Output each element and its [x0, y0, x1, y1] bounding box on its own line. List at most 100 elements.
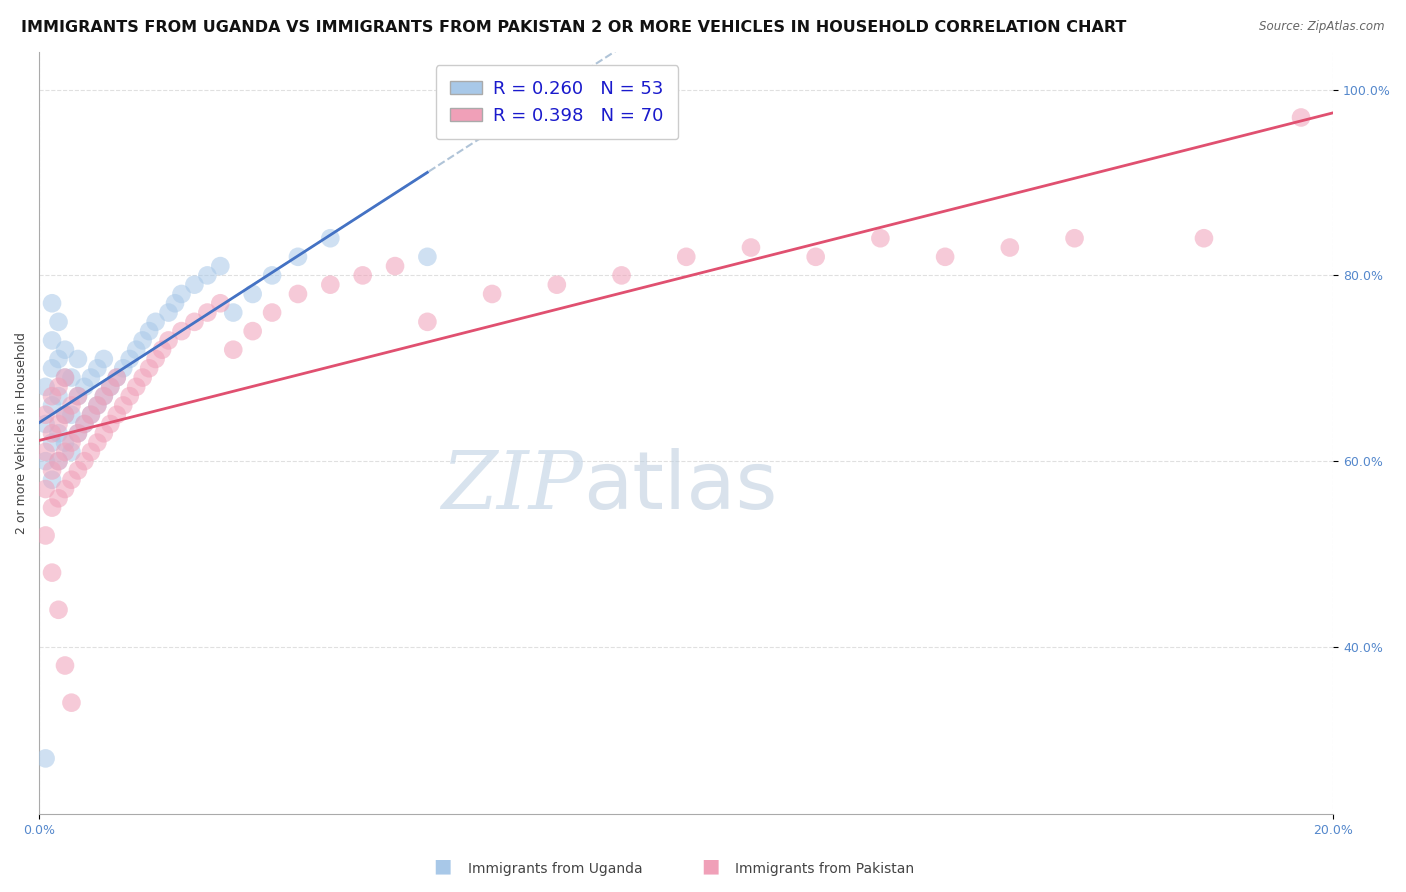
Point: [34, 454, 56, 468]
Point: [675, 250, 697, 264]
Point: [287, 287, 309, 301]
Point: [53, 343, 76, 357]
Point: [86, 399, 108, 413]
Point: [41, 463, 63, 477]
Point: [222, 305, 245, 319]
Point: [183, 315, 205, 329]
Point: [48, 380, 70, 394]
Point: [53, 435, 76, 450]
Point: [80, 408, 103, 422]
Legend: R = 0.260   N = 53, R = 0.398   N = 70: R = 0.260 N = 53, R = 0.398 N = 70: [436, 65, 678, 139]
Point: [98, 380, 121, 394]
Point: [48, 351, 70, 366]
Text: ZIP: ZIP: [441, 448, 582, 525]
Point: [66, 426, 89, 441]
Point: [125, 380, 148, 394]
Point: [73, 380, 96, 394]
Point: [60, 445, 83, 459]
Point: [610, 268, 633, 283]
Point: [80, 370, 103, 384]
Point: [93, 351, 115, 366]
Point: [131, 334, 153, 348]
Point: [80, 445, 103, 459]
Point: [60, 696, 83, 710]
Point: [48, 417, 70, 431]
Y-axis label: 2 or more Vehicles in Household: 2 or more Vehicles in Household: [15, 333, 28, 534]
Point: [41, 399, 63, 413]
Text: Immigrants from Uganda: Immigrants from Uganda: [468, 862, 643, 876]
Text: IMMIGRANTS FROM UGANDA VS IMMIGRANTS FROM PAKISTAN 2 OR MORE VEHICLES IN HOUSEHO: IMMIGRANTS FROM UGANDA VS IMMIGRANTS FRO…: [21, 20, 1126, 35]
Point: [105, 408, 128, 422]
Point: [66, 389, 89, 403]
Point: [222, 343, 245, 357]
Point: [53, 408, 76, 422]
Text: ■: ■: [700, 857, 720, 876]
Point: [73, 454, 96, 468]
Point: [105, 370, 128, 384]
Text: atlas: atlas: [582, 448, 778, 525]
Point: [48, 454, 70, 468]
Point: [138, 324, 160, 338]
Point: [66, 351, 89, 366]
Point: [546, 277, 568, 292]
Point: [804, 250, 827, 264]
Point: [66, 426, 89, 441]
Point: [80, 408, 103, 422]
Point: [93, 389, 115, 403]
Point: [262, 268, 284, 283]
Point: [66, 463, 89, 477]
Point: [48, 491, 70, 506]
Point: [60, 370, 83, 384]
Point: [869, 231, 891, 245]
Point: [93, 426, 115, 441]
Point: [242, 324, 264, 338]
Point: [48, 426, 70, 441]
Point: [34, 528, 56, 542]
Point: [60, 408, 83, 422]
Point: [242, 287, 264, 301]
Point: [209, 296, 232, 310]
Point: [34, 408, 56, 422]
Point: [53, 408, 76, 422]
Point: [41, 296, 63, 310]
Point: [934, 250, 956, 264]
Point: [131, 370, 153, 384]
Point: [1063, 231, 1085, 245]
Point: [118, 389, 141, 403]
Text: ■: ■: [433, 857, 453, 876]
Point: [145, 315, 167, 329]
Point: [53, 370, 76, 384]
Point: [481, 287, 503, 301]
Point: [41, 426, 63, 441]
Point: [145, 351, 167, 366]
Point: [34, 751, 56, 765]
Point: [53, 370, 76, 384]
Point: [41, 473, 63, 487]
Point: [105, 370, 128, 384]
Point: [73, 417, 96, 431]
Point: [209, 259, 232, 273]
Point: [163, 296, 186, 310]
Point: [53, 482, 76, 496]
Point: [34, 445, 56, 459]
Point: [118, 351, 141, 366]
Point: [287, 250, 309, 264]
Point: [150, 343, 173, 357]
Point: [195, 305, 218, 319]
Point: [319, 231, 342, 245]
Point: [195, 268, 218, 283]
Point: [41, 361, 63, 376]
Point: [319, 277, 342, 292]
Point: [86, 399, 108, 413]
Point: [384, 259, 406, 273]
Point: [34, 417, 56, 431]
Point: [86, 435, 108, 450]
Point: [1289, 111, 1312, 125]
Point: [48, 454, 70, 468]
Point: [170, 324, 193, 338]
Point: [60, 473, 83, 487]
Point: [183, 277, 205, 292]
Point: [112, 399, 135, 413]
Point: [41, 334, 63, 348]
Point: [416, 315, 439, 329]
